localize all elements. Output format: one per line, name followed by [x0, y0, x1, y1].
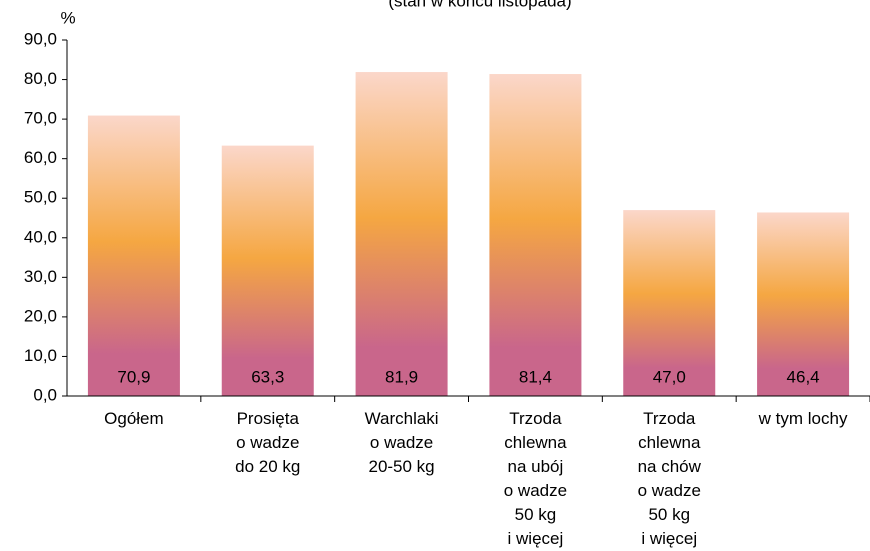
chart-subtitle: (stan w końcu listopada) — [388, 0, 571, 10]
value-label: 70,9 — [117, 367, 150, 386]
bar — [355, 72, 448, 396]
value-label: 81,9 — [385, 367, 418, 386]
y-tick-label: 70,0 — [24, 109, 57, 128]
x-tick-label: Trzoda chlewna na ubój o wadze 50 kg i więcej — [504, 409, 567, 548]
x-tick-label: Prosięta o wadze do 20 kg — [235, 409, 300, 476]
bar — [757, 212, 850, 396]
y-tick-label: 30,0 — [24, 267, 57, 286]
x-tick-label: Ogółem — [104, 409, 164, 428]
y-tick-label: 0,0 — [33, 385, 57, 404]
x-tick-label: w tym lochy — [758, 409, 848, 428]
y-tick-label: 60,0 — [24, 148, 57, 167]
bar — [221, 145, 314, 396]
y-tick-label: 50,0 — [24, 188, 57, 207]
bar — [87, 115, 180, 396]
y-axis-label: % — [60, 8, 75, 27]
y-tick-label: 10,0 — [24, 346, 57, 365]
y-tick-label: 90,0 — [24, 29, 57, 48]
bar — [489, 74, 582, 397]
value-label: 46,4 — [787, 367, 820, 386]
y-tick-label: 80,0 — [24, 69, 57, 88]
value-label: 63,3 — [251, 367, 284, 386]
value-label: 81,4 — [519, 367, 552, 386]
x-tick-label: Warchlaki o wadze 20-50 kg — [365, 409, 439, 476]
y-tick-label: 20,0 — [24, 306, 57, 325]
value-label: 47,0 — [653, 367, 686, 386]
bar — [623, 210, 716, 396]
x-tick-label: Trzoda chlewna na chów o wadze 50 kg i więcej — [638, 409, 702, 548]
y-tick-label: 40,0 — [24, 227, 57, 246]
